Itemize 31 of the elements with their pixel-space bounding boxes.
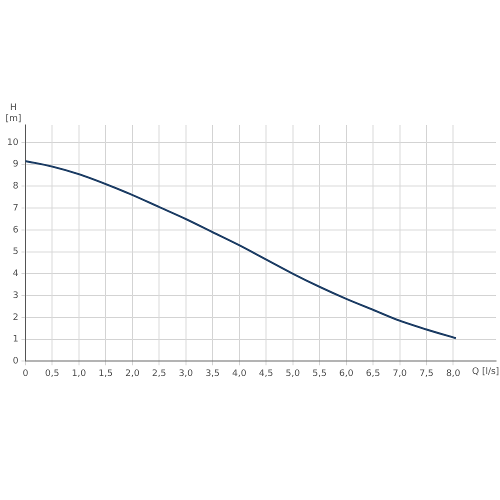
x-tick-label: 1,5 <box>98 368 113 379</box>
x-tick-label: 6,5 <box>366 368 380 379</box>
y-tick-label: 2 <box>12 312 18 323</box>
y-tick-label: 10 <box>7 138 19 148</box>
x-tick-label: 7,0 <box>392 368 408 379</box>
x-tick-label: 4,0 <box>232 368 247 379</box>
x-tick-label: 3,5 <box>205 368 220 379</box>
x-tick-label: 2,5 <box>152 368 166 379</box>
x-tick-label: 2,0 <box>125 368 140 379</box>
x-tick-label: 0,5 <box>45 368 60 379</box>
x-tick-label: 5,0 <box>286 368 300 379</box>
x-tick-label: 8,0 <box>446 368 461 379</box>
y-tick-label: 0 <box>12 356 19 367</box>
y-tick-label: 6 <box>12 225 19 236</box>
x-axis-title: Q [l/s] <box>472 367 500 378</box>
x-tick-label: 1,0 <box>72 368 86 379</box>
y-axis-title: H [m] <box>6 102 22 124</box>
y-tick-label: 4 <box>12 269 19 280</box>
line-series <box>25 160 457 340</box>
x-tick-label: 4,5 <box>258 368 274 379</box>
y-tick-label: 3 <box>12 290 18 301</box>
x-tick-label: 5,5 <box>312 368 327 379</box>
y-tick-label: 5 <box>12 247 18 258</box>
y-tick-label: 7 <box>12 203 18 214</box>
x-tick-label: 6,0 <box>339 368 354 379</box>
y-tick-label: 9 <box>12 160 19 170</box>
x-tick-label: 0 <box>22 368 29 379</box>
x-tick-label: 7,5 <box>419 368 434 379</box>
y-tick-label: 8 <box>12 182 19 192</box>
y-tick-label: 1 <box>12 334 18 345</box>
x-tick-label: 3,0 <box>178 368 194 379</box>
